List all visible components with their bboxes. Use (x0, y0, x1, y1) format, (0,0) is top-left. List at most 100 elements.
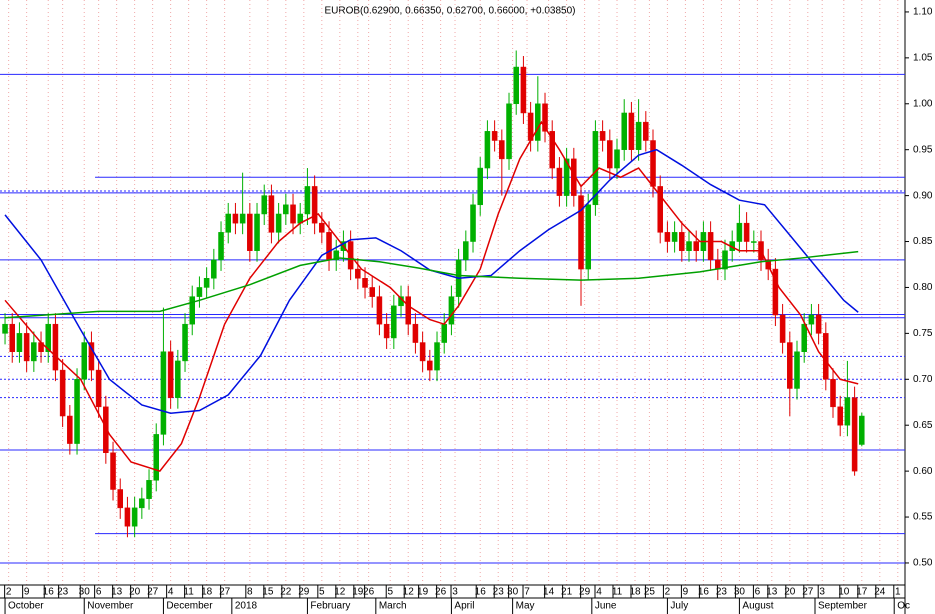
y-tick-label: 1.05 (913, 52, 933, 63)
x-tick-label: 23 (493, 587, 505, 598)
x-tick-label: 13 (766, 587, 778, 598)
candle-body (556, 167, 563, 196)
x-tick-label: 3 (452, 587, 458, 598)
x-tick-label: 30 (734, 587, 746, 598)
x-tick-label: 18 (629, 587, 641, 598)
candle-body (153, 434, 160, 481)
x-tick-label: 14 (543, 587, 555, 598)
candle-body (333, 250, 339, 261)
x-tick-label: 16 (698, 587, 710, 598)
x-tick-label: 10 (838, 587, 850, 598)
candle-body (520, 66, 527, 114)
month-label: August (742, 601, 773, 612)
candle-body (31, 342, 37, 362)
y-tick-label: 0.70 (913, 374, 933, 385)
x-tick-label: 27 (802, 587, 814, 598)
candle-body (261, 195, 267, 215)
y-tick-label: 0.80 (913, 282, 933, 293)
candle-body (268, 195, 275, 233)
candle-body (463, 241, 469, 261)
x-tick-label: 2 (665, 587, 671, 598)
candle-body (736, 222, 743, 242)
x-tick-label: 19 (417, 587, 429, 598)
candle-body (434, 342, 440, 371)
candle-body (823, 333, 829, 380)
candle-body (499, 140, 505, 160)
candle-body (513, 66, 519, 105)
candle-body (211, 259, 217, 279)
candle-body (448, 296, 455, 325)
candle-body (563, 158, 570, 196)
x-tick-label: 8 (247, 587, 253, 598)
candle-body (808, 314, 815, 325)
candle-body (506, 103, 512, 160)
ma-line (4, 250, 859, 319)
candle-body (167, 351, 174, 398)
candle-body (95, 369, 102, 408)
month-label: Oc (897, 601, 910, 612)
candle-body (470, 204, 476, 242)
candle-body (859, 415, 865, 445)
y-tick-label: 0.50 (913, 558, 933, 569)
candle-body (844, 397, 851, 426)
y-tick-label: 0.95 (913, 144, 933, 155)
candle-body (657, 186, 663, 233)
y-tick-label: 0.75 (913, 328, 933, 339)
candle-body (621, 112, 627, 150)
candle-body (751, 241, 757, 243)
candle-body (391, 305, 397, 339)
candle-body (722, 250, 728, 270)
candle-body (319, 222, 325, 233)
x-tick-label: 30 (79, 587, 91, 598)
candle-body (232, 213, 239, 224)
candle-body (419, 342, 426, 362)
month-label: April (454, 601, 474, 612)
y-tick-label: 0.85 (913, 236, 933, 247)
candle-body (311, 186, 318, 224)
x-tick-label: 26 (363, 587, 375, 598)
candle-body (779, 314, 786, 343)
candle-body (326, 232, 332, 261)
x-tick-label: 23 (57, 587, 69, 598)
month-label: March (379, 601, 407, 612)
ma-line (4, 148, 859, 415)
x-tick-label: 16 (43, 587, 55, 598)
y-tick-label: 0.55 (913, 512, 933, 523)
y-tick-label: 0.65 (913, 420, 933, 431)
x-tick-label: 21 (561, 587, 573, 598)
x-tick-label: 20 (784, 587, 796, 598)
candle-body (693, 241, 699, 251)
candle-body (851, 397, 858, 472)
candle-body (664, 232, 671, 242)
x-tick-label: 9 (24, 587, 30, 598)
candle-body (2, 323, 8, 334)
candle-body (535, 103, 541, 141)
x-tick-label: 12 (403, 587, 415, 598)
x-tick-label: 3 (819, 587, 825, 598)
x-tick-label: 19 (352, 587, 364, 598)
x-tick-label: 29 (579, 587, 591, 598)
x-tick-label: 5 (387, 587, 393, 598)
candle-body (81, 342, 88, 380)
month-label: November (87, 601, 134, 612)
month-label: February (310, 601, 350, 612)
candle-body (815, 314, 822, 334)
x-tick-label: 24 (874, 587, 886, 598)
month-label: May (516, 601, 535, 612)
x-tick-label: 15 (262, 587, 274, 598)
x-tick-label: 4 (168, 587, 174, 598)
candle-body (139, 498, 145, 509)
month-label: June (595, 601, 617, 612)
candle-body (290, 204, 296, 224)
candle-body (362, 278, 368, 288)
candle-body (383, 323, 390, 339)
x-tick-label: 11 (612, 587, 623, 598)
candle-body (830, 379, 836, 408)
x-tick-label: 23 (716, 587, 728, 598)
candle-body (614, 149, 620, 169)
candle-body (707, 232, 714, 261)
candle-body (355, 268, 361, 279)
candle-body (837, 406, 843, 426)
